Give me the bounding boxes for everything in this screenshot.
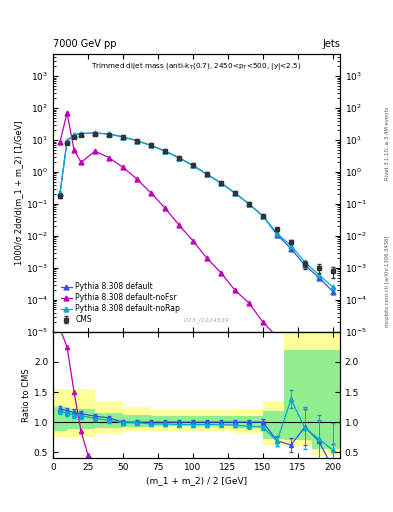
Bar xyxy=(53,407,67,431)
Pythia 8.308 default xyxy=(72,132,76,138)
Pythia 8.308 default xyxy=(121,134,125,140)
Pythia 8.308 default-noRap xyxy=(121,134,125,140)
Pythia 8.308 default-noFsr xyxy=(191,238,195,244)
Pythia 8.308 default-noFsr xyxy=(233,287,237,293)
Bar xyxy=(207,410,235,431)
Pythia 8.308 default xyxy=(58,190,62,196)
Pythia 8.308 default-noFsr xyxy=(275,334,279,340)
Pythia 8.308 default-noFsr xyxy=(261,319,265,325)
Text: Rivet 3.1.10, ≥ 3.4M events: Rivet 3.1.10, ≥ 3.4M events xyxy=(385,106,390,180)
Pythia 8.308 default xyxy=(261,213,265,219)
Pythia 8.308 default-noRap xyxy=(163,148,167,154)
Bar xyxy=(53,389,67,437)
Bar xyxy=(179,416,207,426)
Text: 7000 GeV pp: 7000 GeV pp xyxy=(53,38,117,49)
Pythia 8.308 default xyxy=(135,138,140,144)
Pythia 8.308 default-noFsr xyxy=(135,176,140,182)
Y-axis label: Ratio to CMS: Ratio to CMS xyxy=(22,368,31,422)
Line: Pythia 8.308 default: Pythia 8.308 default xyxy=(58,131,335,294)
Pythia 8.308 default-noFsr xyxy=(219,270,223,276)
Bar xyxy=(284,350,312,440)
Pythia 8.308 default-noRap xyxy=(176,155,181,161)
Pythia 8.308 default-noFsr xyxy=(121,164,125,170)
Pythia 8.308 default-noFsr xyxy=(149,190,153,196)
Pythia 8.308 default-noRap xyxy=(247,201,252,207)
Pythia 8.308 default xyxy=(149,142,153,148)
Pythia 8.308 default xyxy=(191,162,195,168)
Line: Pythia 8.308 default-noRap: Pythia 8.308 default-noRap xyxy=(58,131,335,290)
Bar xyxy=(95,413,123,428)
Pythia 8.308 default-noRap xyxy=(72,132,76,138)
Pythia 8.308 default-noFsr xyxy=(93,148,97,154)
Pythia 8.308 default xyxy=(331,289,335,295)
Bar xyxy=(67,389,95,437)
Text: CMS_2013_I1224539: CMS_2013_I1224539 xyxy=(163,318,230,324)
Pythia 8.308 default xyxy=(288,246,293,252)
Pythia 8.308 default-noRap xyxy=(65,138,70,144)
Pythia 8.308 default-noRap xyxy=(275,230,279,237)
Bar xyxy=(95,401,123,434)
Pythia 8.308 default xyxy=(176,155,181,161)
Pythia 8.308 default-noRap xyxy=(191,162,195,168)
Pythia 8.308 default xyxy=(303,262,307,268)
Pythia 8.308 default-noRap xyxy=(303,259,307,265)
Pythia 8.308 default-noFsr xyxy=(72,146,76,153)
Pythia 8.308 default xyxy=(205,171,209,177)
Pythia 8.308 default-noRap xyxy=(205,171,209,177)
Pythia 8.308 default-noFsr xyxy=(65,110,70,116)
Pythia 8.308 default xyxy=(93,130,97,136)
Line: Pythia 8.308 default-noFsr: Pythia 8.308 default-noFsr xyxy=(58,111,279,339)
Bar xyxy=(123,407,151,431)
Y-axis label: 1000/σ 2dσ/d(m_1 + m_2) [1/GeV]: 1000/σ 2dσ/d(m_1 + m_2) [1/GeV] xyxy=(14,120,23,265)
Pythia 8.308 default-noRap xyxy=(261,213,265,219)
Bar xyxy=(123,415,151,427)
X-axis label: (m_1 + m_2) / 2 [GeV]: (m_1 + m_2) / 2 [GeV] xyxy=(146,476,247,485)
Text: mcplots.cern.ch [arXiv:1306.3436]: mcplots.cern.ch [arXiv:1306.3436] xyxy=(385,236,390,327)
Pythia 8.308 default xyxy=(65,138,70,144)
Pythia 8.308 default-noFsr xyxy=(79,159,83,165)
Pythia 8.308 default-noRap xyxy=(93,130,97,136)
Bar xyxy=(151,416,179,426)
Pythia 8.308 default-noRap xyxy=(58,190,62,196)
Pythia 8.308 default xyxy=(79,131,83,137)
Text: Jets: Jets xyxy=(322,38,340,49)
Bar xyxy=(312,332,340,455)
Pythia 8.308 default xyxy=(219,180,223,186)
Pythia 8.308 default-noFsr xyxy=(176,222,181,228)
Pythia 8.308 default-noRap xyxy=(233,190,237,196)
Pythia 8.308 default-noRap xyxy=(135,138,140,144)
Text: Trimmed dijet mass (anti-k$_\mathregular{T}$(0.7), 2450<p$_\mathregular{T}$<500,: Trimmed dijet mass (anti-k$_\mathregular… xyxy=(91,61,302,72)
Pythia 8.308 default-noFsr xyxy=(205,255,209,261)
Bar xyxy=(263,401,284,445)
Bar xyxy=(263,411,284,439)
Bar xyxy=(284,332,312,446)
Bar xyxy=(179,410,207,431)
Pythia 8.308 default-noRap xyxy=(288,243,293,249)
Bar xyxy=(235,409,263,433)
Pythia 8.308 default xyxy=(317,274,321,281)
Pythia 8.308 default xyxy=(275,231,279,238)
Pythia 8.308 default-noFsr xyxy=(163,205,167,211)
Pythia 8.308 default xyxy=(107,131,111,137)
Pythia 8.308 default-noFsr xyxy=(58,138,62,144)
Pythia 8.308 default-noRap xyxy=(79,131,83,137)
Pythia 8.308 default-noRap xyxy=(317,272,321,278)
Bar xyxy=(235,416,263,428)
Pythia 8.308 default-noRap xyxy=(219,180,223,186)
Pythia 8.308 default-noRap xyxy=(149,142,153,148)
Bar xyxy=(151,410,179,431)
Bar xyxy=(207,416,235,426)
Bar xyxy=(312,350,340,449)
Pythia 8.308 default xyxy=(247,201,252,207)
Pythia 8.308 default-noFsr xyxy=(107,155,111,161)
Bar xyxy=(67,409,95,430)
Pythia 8.308 default xyxy=(163,148,167,154)
Legend: Pythia 8.308 default, Pythia 8.308 default-noFsr, Pythia 8.308 default-noRap, CM: Pythia 8.308 default, Pythia 8.308 defau… xyxy=(57,279,184,328)
Pythia 8.308 default-noRap xyxy=(331,284,335,290)
Pythia 8.308 default-noRap xyxy=(107,131,111,137)
Pythia 8.308 default-noFsr xyxy=(247,300,252,306)
Pythia 8.308 default xyxy=(233,190,237,196)
